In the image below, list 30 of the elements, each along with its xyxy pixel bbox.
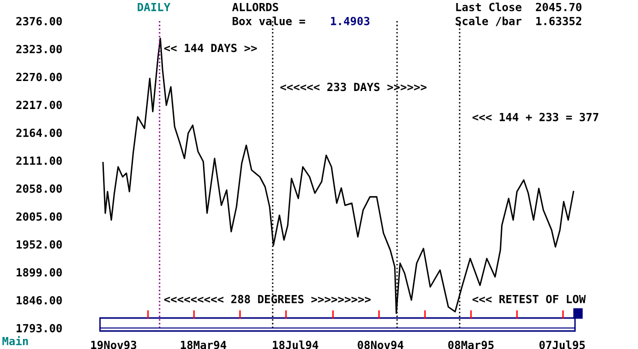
y-tick-label: 1846.00 [16,296,62,304]
x-tick-label: 08Nov94 [358,340,404,349]
y-tick-label: 1952.00 [16,240,62,249]
text: Last Close 2045.70 [456,2,582,12]
y-tick-label: 2323.00 [16,44,62,54]
annotation: Scale /bar 1.63352 [456,16,582,26]
y-tick-label: 1899.00 [16,268,62,277]
x-tick-label: 07Jul95 [539,340,585,349]
x-tick-label: 18Mar94 [180,340,226,349]
x-tick-label: 08Mar95 [448,340,494,349]
y-tick-label: 2111.00 [16,156,62,165]
annotation: 1.4903 [331,16,370,26]
y-tick-label: 2270.00 [16,72,62,82]
x-tick-label: 18Jul94 [272,340,318,349]
chart-title: ALLORDS [232,2,278,12]
annotation: <<<<<<<<< 288 DEGREES >>>>>>>>> [164,294,371,304]
y-tick-label: 1793.00 [16,324,62,332]
y-tick-label: 2376.00 [16,16,62,26]
y-tick-label: 2058.00 [16,184,62,193]
annotation: <<< 144 + 233 = 377 [472,112,598,122]
y-tick-label: 2164.00 [16,128,62,138]
y-tick-label: 2217.00 [16,100,62,110]
text: Main [2,336,28,346]
annotation: << 144 DAYS >> [164,44,257,52]
text: DAILY [138,2,170,12]
annotation: <<<<<< 233 DAYS >>>>>> [280,82,427,92]
x-tick-label: 19Nov93 [91,340,136,349]
annotation: Box value = [232,16,306,26]
annotation: <<< RETEST OF LOW [472,294,586,304]
y-tick-label: 2005.00 [16,212,62,221]
